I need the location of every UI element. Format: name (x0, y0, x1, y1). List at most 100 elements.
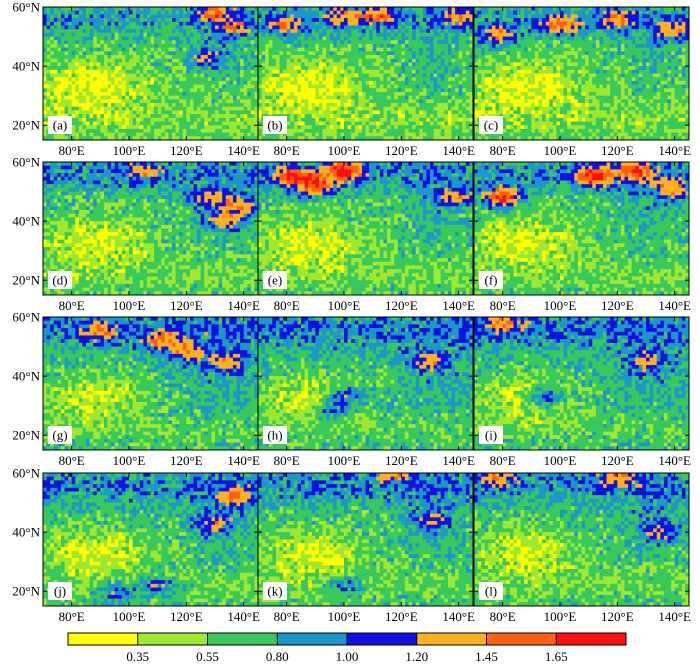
field-cell (484, 32, 489, 38)
field-cell (50, 77, 55, 82)
field-cell (254, 7, 258, 12)
field-cell (419, 51, 424, 56)
field-cell (397, 62, 402, 67)
field-cell (71, 95, 76, 100)
field-cell (111, 88, 116, 93)
field-cell (462, 84, 467, 89)
field-cell (397, 36, 402, 41)
field-cell (462, 80, 467, 86)
field-cell (111, 91, 116, 97)
field-cell (218, 77, 223, 82)
field-cell (361, 62, 367, 67)
field-cell (376, 29, 381, 34)
field-cell (358, 136, 363, 140)
field-cell (404, 84, 410, 89)
field-cell (329, 136, 334, 140)
field-cell (455, 21, 460, 27)
field-cell (379, 132, 385, 137)
field-cell (168, 62, 173, 67)
field-cell (301, 84, 306, 89)
field-cell (513, 14, 518, 19)
field-cell (218, 132, 223, 137)
field-cell (71, 99, 76, 104)
field-cell (376, 21, 381, 27)
field-cell (513, 7, 518, 12)
field-cell (667, 29, 672, 34)
field-cell (154, 51, 159, 56)
field-cell (154, 69, 159, 75)
field-cell (218, 106, 223, 112)
field-cell (336, 69, 342, 75)
field-cell (157, 25, 162, 30)
field-cell (197, 114, 202, 119)
field-cell (243, 125, 248, 130)
field-cell (365, 55, 370, 60)
field-cell (275, 32, 281, 38)
field-cell (43, 84, 48, 89)
field-cell (304, 91, 309, 97)
field-cell (527, 43, 532, 49)
field-cell (272, 43, 277, 49)
field-cell (358, 66, 363, 71)
field-cell (440, 40, 445, 45)
field-cell (638, 25, 644, 30)
field-cell (103, 36, 109, 41)
field-cell (103, 10, 109, 15)
field-cell (111, 40, 116, 45)
field-cell (469, 40, 473, 45)
field-cell (404, 21, 410, 27)
field-cell (440, 103, 445, 108)
field-cell (222, 73, 227, 78)
field-cell (139, 7, 144, 12)
field-cell (86, 14, 91, 19)
field-cell (631, 40, 636, 45)
field-cell (218, 95, 223, 100)
field-cell (114, 69, 119, 75)
field-cell (114, 91, 119, 97)
field-cell (465, 36, 471, 41)
field-cell (179, 40, 184, 45)
field-cell (347, 47, 352, 52)
field-cell (258, 21, 263, 27)
field-cell (207, 77, 213, 82)
field-cell (68, 73, 73, 78)
field-cell (379, 43, 385, 49)
field-cell (82, 103, 87, 108)
field-cell (458, 69, 463, 75)
field-cell (293, 55, 299, 60)
field-cell (293, 117, 299, 123)
field-cell (125, 40, 130, 45)
field-cell (75, 136, 80, 140)
field-cell (311, 99, 316, 104)
field-cell (71, 40, 76, 45)
field-cell (426, 106, 431, 112)
field-cell (351, 103, 356, 108)
field-cell (455, 32, 460, 38)
field-cell (57, 18, 62, 23)
field-cell (455, 7, 460, 12)
field-cell (161, 55, 166, 60)
field-cell (318, 7, 324, 12)
field-cell (46, 14, 51, 19)
field-cell (172, 32, 177, 38)
field-cell (93, 7, 98, 12)
field-cell (567, 7, 572, 12)
field-cell (175, 55, 180, 60)
field-cell (304, 36, 309, 41)
field-cell (412, 91, 417, 97)
field-cell (624, 18, 629, 23)
field-cell (474, 10, 479, 15)
field-cell (351, 121, 356, 126)
field-cell (243, 73, 248, 78)
field-cell (132, 25, 137, 30)
field-cell (322, 51, 327, 56)
field-cell (358, 110, 363, 115)
field-cell (236, 80, 241, 86)
field-cell (207, 84, 213, 89)
field-cell (254, 40, 258, 45)
field-cell (394, 128, 399, 134)
field-cell (354, 114, 359, 119)
field-cell (261, 29, 266, 34)
field-cell (369, 10, 374, 15)
field-cell (186, 18, 191, 23)
